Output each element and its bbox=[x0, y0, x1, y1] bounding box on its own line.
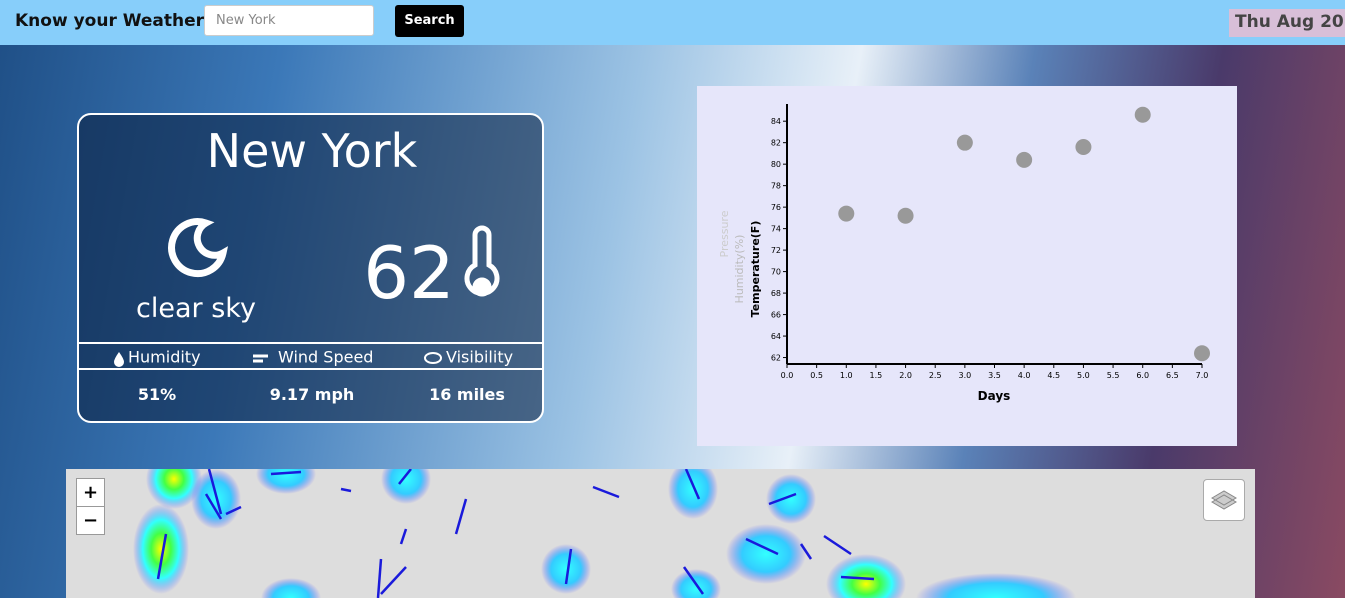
x-tick-label: 3.0 bbox=[958, 371, 971, 380]
stat-value: 9.17 mph bbox=[270, 385, 355, 404]
x-tick-label: 2.0 bbox=[899, 371, 912, 380]
point bbox=[838, 205, 855, 222]
stat-label: Visibility bbox=[446, 348, 513, 367]
point bbox=[897, 207, 914, 224]
wind-arrows bbox=[156, 469, 875, 598]
x-tick-label: 5.5 bbox=[1107, 371, 1120, 380]
point bbox=[956, 134, 973, 151]
y-tick-label: 80 bbox=[771, 160, 781, 169]
x-tick-label: 2.5 bbox=[929, 371, 942, 380]
condition: clear sky bbox=[136, 293, 256, 324]
zoom-out[interactable]: − bbox=[76, 506, 105, 535]
y-tick-label: 64 bbox=[771, 332, 781, 341]
x-tick-label: 5.0 bbox=[1077, 371, 1090, 380]
y-axis-label-alt: Humidity(%) bbox=[733, 235, 746, 304]
city: New York bbox=[207, 124, 418, 178]
visibility-icon bbox=[424, 352, 442, 364]
app-title: Know your Weather! bbox=[15, 11, 212, 31]
x-tick-label: 1.0 bbox=[840, 371, 853, 380]
wind-icon bbox=[253, 354, 268, 363]
layers-button[interactable] bbox=[1203, 479, 1245, 521]
condition-icon bbox=[168, 218, 229, 278]
point bbox=[1194, 345, 1210, 362]
point bbox=[1134, 106, 1151, 123]
heatmap bbox=[133, 469, 1076, 598]
point bbox=[1016, 151, 1033, 168]
date: Thu Aug 20 20 bbox=[1229, 9, 1345, 37]
y-tick-label: 82 bbox=[771, 139, 781, 148]
chart-panel: Temperature(F) Humidity(%) Pressure Days… bbox=[697, 86, 1237, 446]
y-tick-label: 72 bbox=[771, 246, 781, 255]
point bbox=[1075, 138, 1092, 155]
stat-value: 51% bbox=[138, 385, 176, 404]
y-tick-label: 62 bbox=[771, 354, 781, 363]
layers-icon bbox=[1211, 490, 1237, 510]
y-axis-label-alt: Pressure bbox=[718, 210, 731, 257]
x-tick-label: 6.0 bbox=[1136, 371, 1149, 380]
y-tick-label: 74 bbox=[771, 225, 781, 234]
x-tick-label: 7.0 bbox=[1196, 371, 1209, 380]
x-tick-label: 4.0 bbox=[1018, 371, 1031, 380]
x-axis-label: Days bbox=[978, 389, 1011, 403]
zoom-in[interactable]: + bbox=[76, 478, 105, 507]
weather-card-content: New York clear sky 62 Humidity Wind Spee… bbox=[79, 124, 542, 404]
search-button[interactable]: Search bbox=[395, 5, 464, 37]
heat-blobs bbox=[133, 469, 1076, 598]
thermometer-icon bbox=[464, 225, 500, 297]
y-tick-label: 70 bbox=[771, 268, 781, 277]
y-axis-label: Temperature(F) bbox=[749, 221, 762, 318]
y-tick-label: 68 bbox=[771, 289, 781, 298]
y-tick-label: 66 bbox=[771, 311, 781, 320]
stat-label: Wind Speed bbox=[278, 348, 373, 367]
humidity-icon bbox=[114, 352, 124, 367]
x-tick-label: 6.5 bbox=[1166, 371, 1179, 380]
stat-value: 16 miles bbox=[429, 385, 505, 404]
y-tick-label: 84 bbox=[771, 117, 781, 126]
weather-card: New York clear sky 62 Humidity Wind Spee… bbox=[77, 113, 544, 423]
x-tick-label: 3.5 bbox=[988, 371, 1001, 380]
x-tick-label: 1.5 bbox=[870, 371, 883, 380]
search-input[interactable]: New York bbox=[204, 5, 374, 36]
map[interactable] bbox=[66, 469, 1255, 598]
x-tick-label: 0.5 bbox=[810, 371, 823, 380]
temperature: 62 bbox=[363, 231, 455, 315]
x-tick-label: 4.5 bbox=[1047, 371, 1060, 380]
y-tick-label: 76 bbox=[771, 203, 781, 212]
y-tick-label: 78 bbox=[771, 182, 781, 191]
chart: Temperature(F) Humidity(%) Pressure Days… bbox=[718, 104, 1210, 403]
stat-label: Humidity bbox=[128, 348, 201, 367]
x-tick-label: 0.0 bbox=[781, 371, 794, 380]
